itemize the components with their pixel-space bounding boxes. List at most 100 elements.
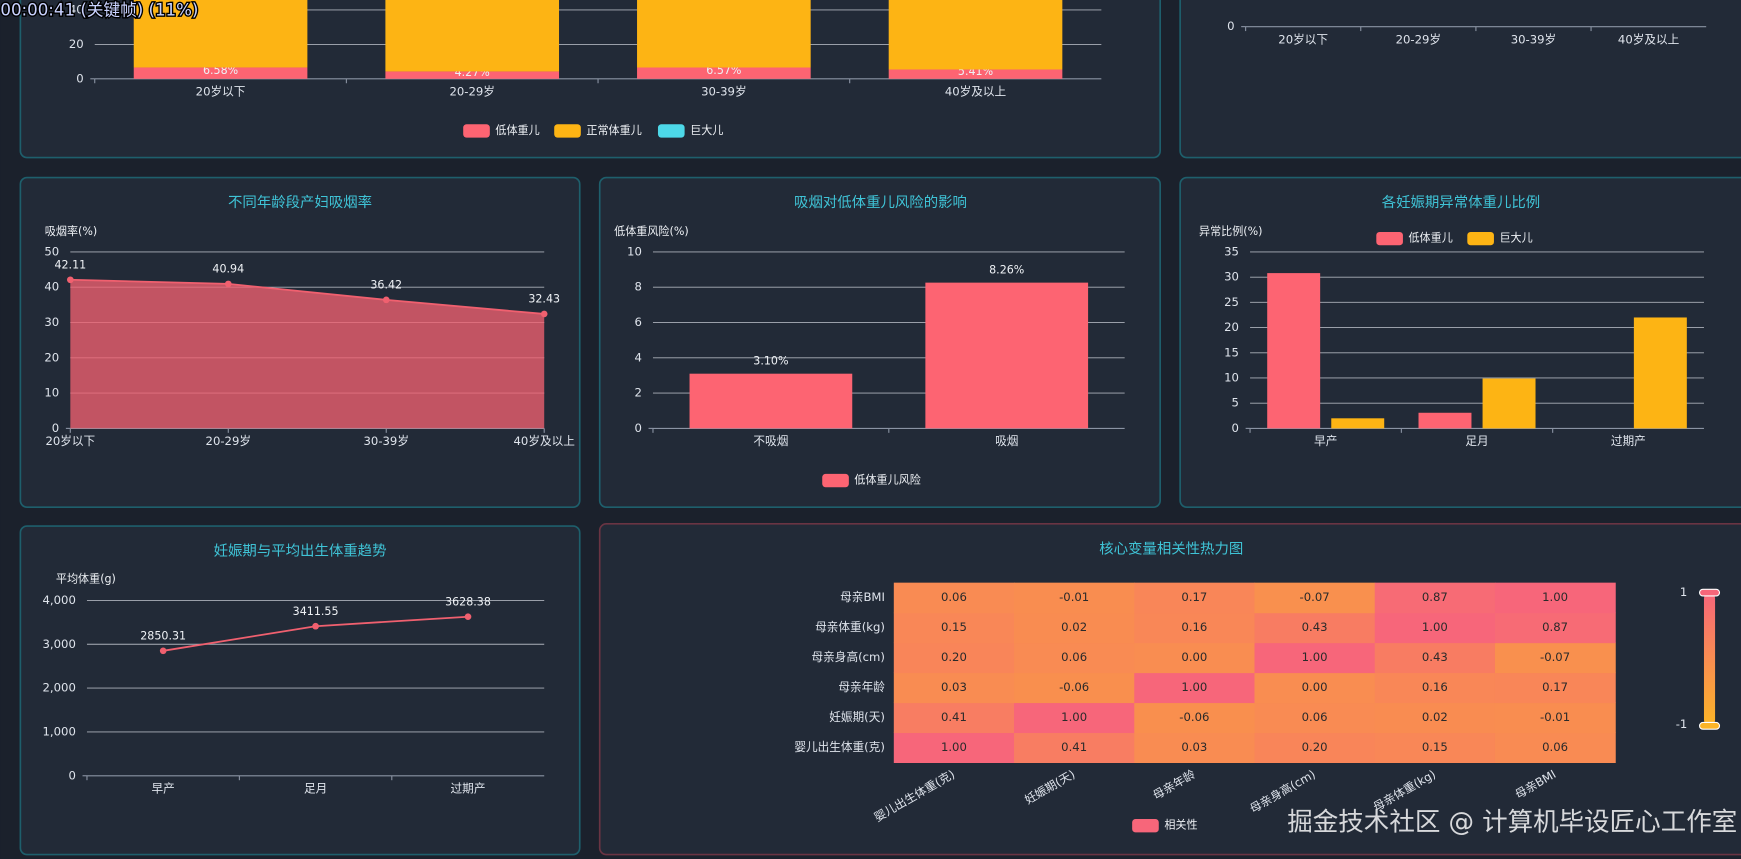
x-tick-label: 足月: [1465, 434, 1488, 448]
value-label: 3628.38: [445, 595, 491, 608]
y-tick-label: 30: [1224, 270, 1239, 284]
heatmap-cell: [1254, 672, 1376, 704]
value-label: 32.43: [528, 293, 560, 306]
y-tick-label: 2,000: [43, 681, 76, 695]
heatmap-cell: [1254, 732, 1376, 764]
y-tick-label: 0: [68, 768, 75, 782]
y-tick-label: 母亲年龄: [838, 680, 885, 694]
chart-title: 吸烟对低体重儿风险的影响: [794, 194, 967, 211]
overlay-text: 00:00:41 (关键帧) (11%): [0, 1, 198, 20]
cell-label: 0.43: [1422, 650, 1448, 664]
chart-title: 不同年龄段产妇吸烟率: [228, 194, 372, 211]
cell-label: -0.06: [1059, 680, 1089, 694]
point: [540, 310, 548, 318]
cell-label: -0.06: [1179, 710, 1209, 724]
x-tick-label: 20岁以下: [1278, 32, 1328, 46]
heatmap-cell: [1494, 642, 1616, 674]
bar: [1633, 317, 1687, 429]
cell-label: 0.41: [941, 710, 967, 724]
cell-label: 0.87: [1422, 590, 1448, 604]
y-tick-label: 40: [69, 2, 84, 16]
cell-label: 0.43: [1302, 620, 1328, 634]
cell-label: 0.17: [1181, 590, 1207, 604]
bar: [888, 0, 1063, 70]
heatmap-cell: [1494, 702, 1616, 734]
x-tick-label: 20-29岁: [1396, 32, 1441, 46]
y-tick-label: 0: [634, 421, 641, 435]
legend-label: 正常体重儿: [586, 123, 641, 137]
cell-label: -0.01: [1540, 710, 1570, 724]
legend-swatch: [822, 473, 849, 488]
x-tick-label: 40岁及以上: [1618, 32, 1680, 46]
heatmap-cell: [893, 732, 1015, 764]
y-tick-label: 10: [1224, 370, 1239, 384]
y-tick-label: 8: [634, 280, 641, 294]
legend-swatch: [1132, 819, 1159, 833]
legend-swatch: [463, 124, 490, 138]
x-tick-label: 20-29岁: [449, 85, 494, 99]
x-tick-label: 早产: [152, 782, 175, 796]
bar: [133, 0, 308, 68]
cell-label: 0.03: [1181, 740, 1207, 754]
x-tick-label: 40岁及以上: [514, 434, 576, 448]
heatmap-cell: [893, 702, 1015, 734]
y-tick-label: 20: [69, 37, 84, 51]
heatmap-cell: [1494, 672, 1616, 704]
legend-label: 巨大儿: [1499, 231, 1532, 245]
visual-map-handle: [1698, 588, 1721, 597]
cell-label: 1.00: [1422, 620, 1448, 634]
heatmap-cell: [1374, 612, 1496, 644]
cell-label: 1.00: [1181, 680, 1207, 694]
cell-label: 0.15: [941, 620, 967, 634]
legend-label: 低体重儿: [495, 123, 539, 137]
y-tick-label: 10: [627, 244, 642, 258]
y-tick-label: 母亲BMI: [840, 590, 885, 604]
bar: [1418, 412, 1472, 429]
panel: [1179, 176, 1741, 509]
bar: [925, 282, 1089, 429]
heatmap-cell: [893, 642, 1015, 674]
cell-label: 1.00: [1061, 710, 1087, 724]
y-tick-label: 0: [76, 71, 83, 85]
y-tick-label: 5: [1232, 396, 1239, 410]
y-tick-label: 婴儿出生体重(克): [794, 740, 885, 754]
cell-label: 0.06: [1302, 710, 1328, 724]
cell-label: 0.02: [1061, 620, 1087, 634]
cell-label: -0.01: [1059, 590, 1089, 604]
y-axis-label: 吸烟率(%): [45, 224, 97, 238]
value-label: 40.94: [212, 262, 244, 275]
cell-label: 0.87: [1542, 620, 1568, 634]
legend-label: 低体重儿: [1408, 231, 1452, 245]
visual-map: [1703, 593, 1716, 725]
heatmap-cell: [1134, 612, 1256, 644]
heatmap-cell: [1254, 612, 1376, 644]
cell-label: 0.20: [1302, 740, 1328, 754]
y-axis-label: 平均体重(g): [56, 571, 116, 585]
cell-label: -0.07: [1300, 590, 1330, 604]
chart-title: 妊娠期与平均出生体重趋势: [214, 543, 387, 560]
cell-label: 1.00: [1302, 650, 1328, 664]
y-tick-label: 4: [634, 350, 641, 364]
heatmap-cell: [1254, 582, 1376, 614]
heatmap-cell: [1134, 672, 1256, 704]
heatmap-cell: [1014, 732, 1135, 764]
point: [464, 613, 472, 621]
cell-label: 0.41: [1061, 740, 1087, 754]
legend-swatch: [657, 124, 685, 138]
heatmap-cell: [1374, 582, 1496, 614]
bar: [637, 0, 811, 68]
y-tick-label: 3,000: [43, 637, 76, 651]
point: [312, 622, 319, 630]
panel: [19, 525, 581, 856]
value-label: 42.11: [54, 258, 86, 271]
value-label: 3411.55: [293, 605, 339, 618]
point: [66, 276, 74, 284]
y-tick-label: 0: [1232, 421, 1239, 435]
legend-label: 巨大儿: [690, 123, 723, 137]
y-tick-label: 20: [44, 350, 59, 364]
bar: [888, 69, 1063, 79]
y-tick-label: 0: [52, 421, 59, 435]
y-tick-label: 妊娠期(天): [829, 710, 885, 724]
